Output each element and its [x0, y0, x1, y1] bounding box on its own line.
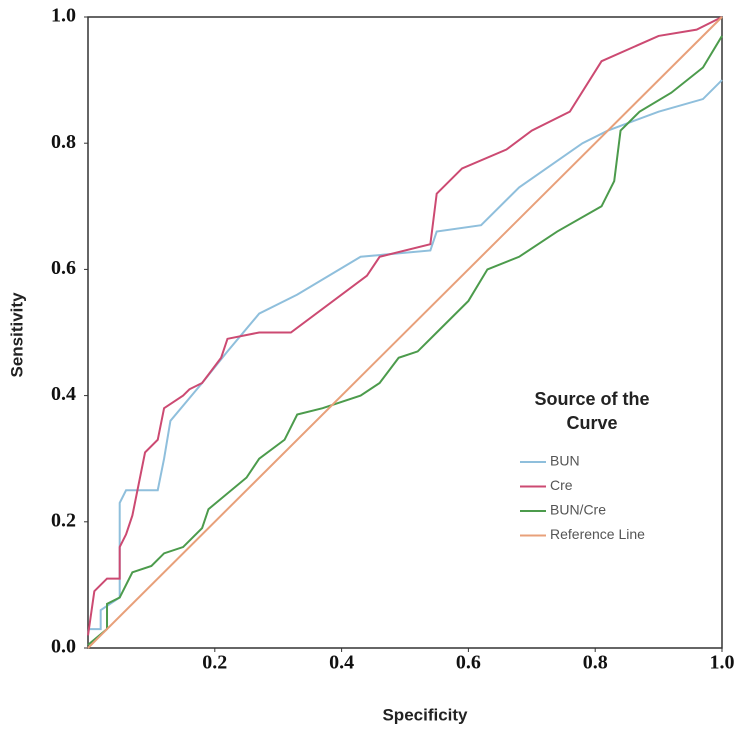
legend-label: Cre	[550, 477, 573, 493]
y-tick-label: 0.4	[51, 383, 76, 405]
legend-label: BUN/Cre	[550, 502, 606, 518]
x-tick-label: 0.6	[456, 652, 481, 674]
roc-curve	[88, 79, 723, 631]
roc-curve	[87, 35, 723, 646]
x-tick-label: 0.2	[202, 652, 227, 674]
y-axis-title: Sensitivity	[7, 292, 26, 378]
plot-frame	[87, 16, 723, 649]
x-tick-label: 0.4	[329, 652, 354, 674]
y-tick-label: 0.8	[51, 131, 76, 153]
roc-curve	[87, 16, 723, 649]
y-tick-label: 0.2	[51, 509, 76, 531]
legend-label: BUN	[550, 453, 580, 469]
legend-title: Source of the	[534, 389, 649, 409]
legend-title: Curve	[566, 413, 617, 433]
y-tick-label: 0.6	[51, 257, 76, 279]
y-tick-label: 0.0	[51, 636, 76, 658]
roc-curve	[87, 16, 723, 636]
legend-label: Reference Line	[550, 526, 645, 542]
x-tick-label: 1.0	[710, 652, 735, 674]
x-tick-label: 0.8	[583, 652, 608, 674]
y-tick-label: 1.0	[51, 5, 76, 27]
x-axis-title: Specificity	[382, 705, 468, 724]
